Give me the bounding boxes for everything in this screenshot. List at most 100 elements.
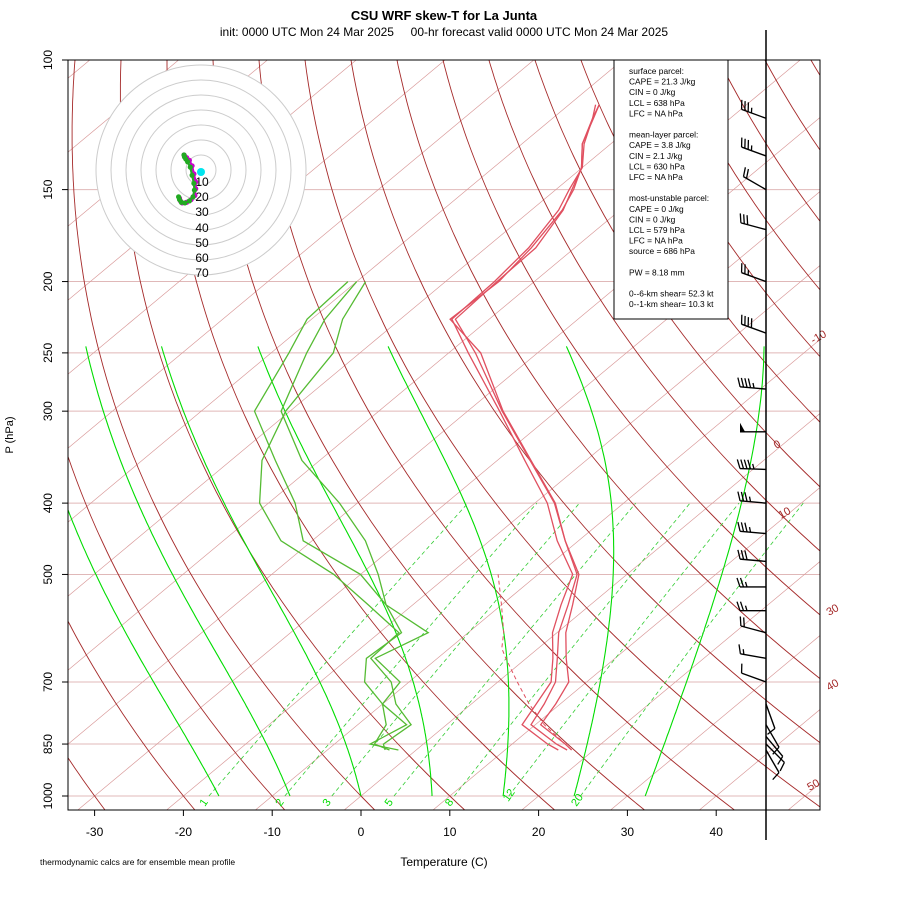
mixing-ratio-label: 8 — [443, 797, 456, 809]
mixing-ratio-label: 1 — [198, 797, 211, 809]
mixing-ratio-line — [285, 503, 537, 796]
info-box-line: LFC = NA hPa — [629, 108, 683, 118]
wind-barb-staff — [742, 147, 766, 156]
wind-barb-flag — [741, 578, 744, 587]
wind-barb-staff — [740, 469, 766, 470]
wind-barb-flag — [738, 378, 740, 387]
mixing-ratio-label: 2 — [273, 797, 286, 809]
wind-barb-flag — [745, 551, 747, 560]
info-box-line: source = 686 hPa — [629, 246, 695, 256]
wind-barb-staff — [743, 177, 766, 190]
hodograph-ring-label: 40 — [195, 221, 209, 235]
isotherm-label: 50 — [805, 777, 822, 794]
wind-barbs — [737, 30, 784, 840]
wind-barb-flag — [741, 522, 743, 531]
wind-barb-flag — [741, 602, 744, 611]
hodograph-point — [176, 194, 181, 199]
hodograph-point — [185, 159, 190, 164]
hodograph-point — [191, 181, 196, 186]
y-tick-label: 700 — [41, 672, 55, 692]
wind-barb-flag — [741, 378, 743, 387]
wind-barb-flag — [740, 617, 741, 626]
wind-barb — [742, 263, 766, 281]
info-box-line: CAPE = 21.3 J/kg — [629, 77, 696, 87]
info-box-line: most-unstable parcel: — [629, 193, 709, 203]
x-tick-label: 40 — [710, 825, 724, 839]
isotherm-label: 30 — [825, 602, 842, 619]
wind-barb-staff — [741, 626, 766, 633]
isotherm-line — [788, 60, 900, 810]
isotherm-line — [0, 60, 1, 810]
temperature-profile — [452, 105, 596, 750]
moist-adiabat-line — [566, 346, 613, 796]
wind-barb-half-flag — [753, 464, 754, 469]
mixing-ratio-label: 20 — [569, 792, 586, 809]
isotherm-line — [877, 60, 900, 810]
wind-barb — [740, 423, 766, 432]
mixing-ratio-line — [454, 503, 690, 796]
mixing-ratio-label: 3 — [320, 797, 333, 809]
isotherm-line — [255, 60, 900, 810]
wind-barb-staff — [742, 324, 766, 333]
hodograph-point — [190, 194, 195, 199]
wind-barb — [738, 492, 766, 503]
info-box-line: LCL = 579 hPa — [629, 225, 685, 235]
temperature-profile — [450, 105, 599, 750]
wind-barb-flag — [744, 214, 745, 223]
chart-title: CSU WRF skew-T for La Junta — [351, 8, 538, 23]
wind-barb-flag — [738, 492, 740, 501]
info-box-line: LCL = 630 hPa — [629, 161, 685, 171]
wind-barb-staff — [742, 273, 766, 282]
wind-barb-flag — [744, 460, 747, 469]
info-box-line: LFC = NA hPa — [629, 172, 683, 182]
y-tick-label: 500 — [41, 564, 55, 584]
wind-barb-flag — [747, 215, 748, 224]
wind-barb-flag — [741, 460, 744, 469]
y-tick-label: 1000 — [41, 782, 55, 809]
wind-barb — [737, 578, 766, 587]
wind-barb — [739, 644, 766, 658]
moist-adiabat-line — [162, 346, 362, 796]
wind-barb-staff — [742, 673, 766, 682]
wind-barb-staff — [740, 654, 766, 659]
y-tick-label: 250 — [41, 343, 55, 363]
chart-subtitle: init: 0000 UTC Mon 24 Mar 2025 00-hr for… — [220, 25, 669, 39]
wind-barb-flag — [748, 379, 750, 388]
wind-barb — [742, 100, 766, 118]
y-tick-label: 150 — [41, 179, 55, 199]
wind-barb — [766, 736, 783, 764]
wind-barb-flag — [780, 762, 784, 770]
wind-barb-flag — [745, 523, 747, 532]
wind-barb-staff — [766, 704, 775, 728]
x-tick-label: 0 — [358, 825, 365, 839]
y-tick-label: 850 — [41, 734, 55, 754]
wind-barb-flag — [745, 378, 747, 387]
x-tick-label: -30 — [86, 825, 104, 839]
hodograph-ring-label: 70 — [195, 266, 209, 280]
info-box-line: LFC = NA hPa — [629, 236, 683, 246]
x-tick-label: 20 — [532, 825, 546, 839]
wind-barb-flag — [738, 522, 740, 531]
info-box-line: PW = 8.18 mm — [629, 267, 685, 277]
info-box-line: CIN = 0 J/kg — [629, 87, 676, 97]
wind-barb-flag — [739, 644, 740, 653]
y-tick-label: 400 — [41, 493, 55, 513]
temperature-profile — [455, 105, 599, 750]
wind-barb-half-flag — [746, 582, 748, 587]
wind-barb — [766, 704, 775, 734]
wind-barb-staff — [766, 750, 779, 773]
footnote: thermodynamic calcs are for ensemble mea… — [40, 857, 235, 867]
y-tick-label: 200 — [41, 271, 55, 291]
wind-barb-flag — [745, 492, 747, 501]
y-tick-label: 300 — [41, 401, 55, 421]
wind-barb-flag — [743, 167, 745, 176]
wind-barb-half-flag — [746, 606, 748, 611]
wind-barb — [743, 167, 766, 189]
wind-barb-half-flag — [743, 649, 744, 654]
wind-barb — [742, 138, 766, 156]
hodograph-point — [187, 198, 192, 203]
hodograph-surface-dot — [197, 168, 205, 176]
